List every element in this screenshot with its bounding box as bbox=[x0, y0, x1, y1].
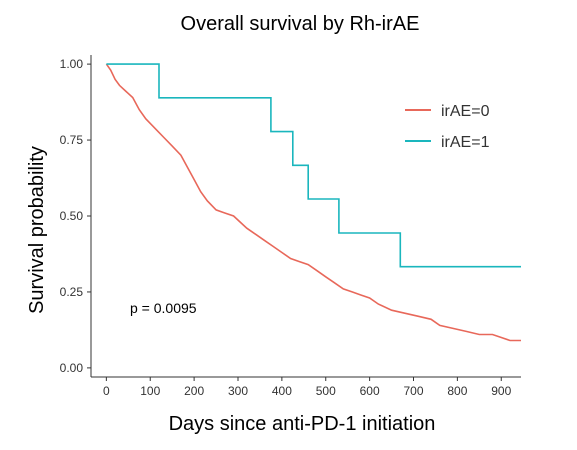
y-tick-label: 0.75 bbox=[60, 133, 84, 147]
series-line-irAE-1 bbox=[106, 63, 521, 268]
x-tick-label: 600 bbox=[360, 384, 380, 398]
p-value-annotation: p = 0.0095 bbox=[130, 300, 197, 316]
y-ticks: 0.00 0.25 0.50 0.75 1.00 bbox=[60, 57, 91, 375]
x-tick-label: 100 bbox=[140, 384, 160, 398]
series-line-irAE-0 bbox=[105, 63, 521, 342]
y-axis-label: Survival probability bbox=[26, 146, 48, 314]
y-tick-label: 0.25 bbox=[60, 285, 84, 299]
x-tick-label: 900 bbox=[491, 384, 511, 398]
x-axis-label: Days since anti-PD-1 initiation bbox=[169, 413, 436, 435]
x-tick-label: 0 bbox=[103, 384, 110, 398]
x-tick-label: 700 bbox=[403, 384, 423, 398]
legend-label: irAE=1 bbox=[441, 134, 490, 151]
x-tick-label: 300 bbox=[228, 384, 248, 398]
y-tick-label: 1.00 bbox=[60, 57, 84, 71]
chart-title: Overall survival by Rh-irAE bbox=[181, 13, 420, 35]
series-layer bbox=[105, 63, 521, 342]
x-tick-label: 200 bbox=[184, 384, 204, 398]
x-ticks: 0 100 200 300 400 500 600 700 800 900 bbox=[103, 377, 512, 398]
y-tick-label: 0.50 bbox=[60, 209, 84, 223]
legend: irAE=0 irAE=1 bbox=[405, 103, 490, 151]
legend-label: irAE=0 bbox=[441, 103, 490, 120]
x-tick-label: 400 bbox=[272, 384, 292, 398]
y-tick-label: 0.00 bbox=[60, 361, 84, 375]
x-tick-label: 500 bbox=[316, 384, 336, 398]
x-tick-label: 800 bbox=[447, 384, 467, 398]
